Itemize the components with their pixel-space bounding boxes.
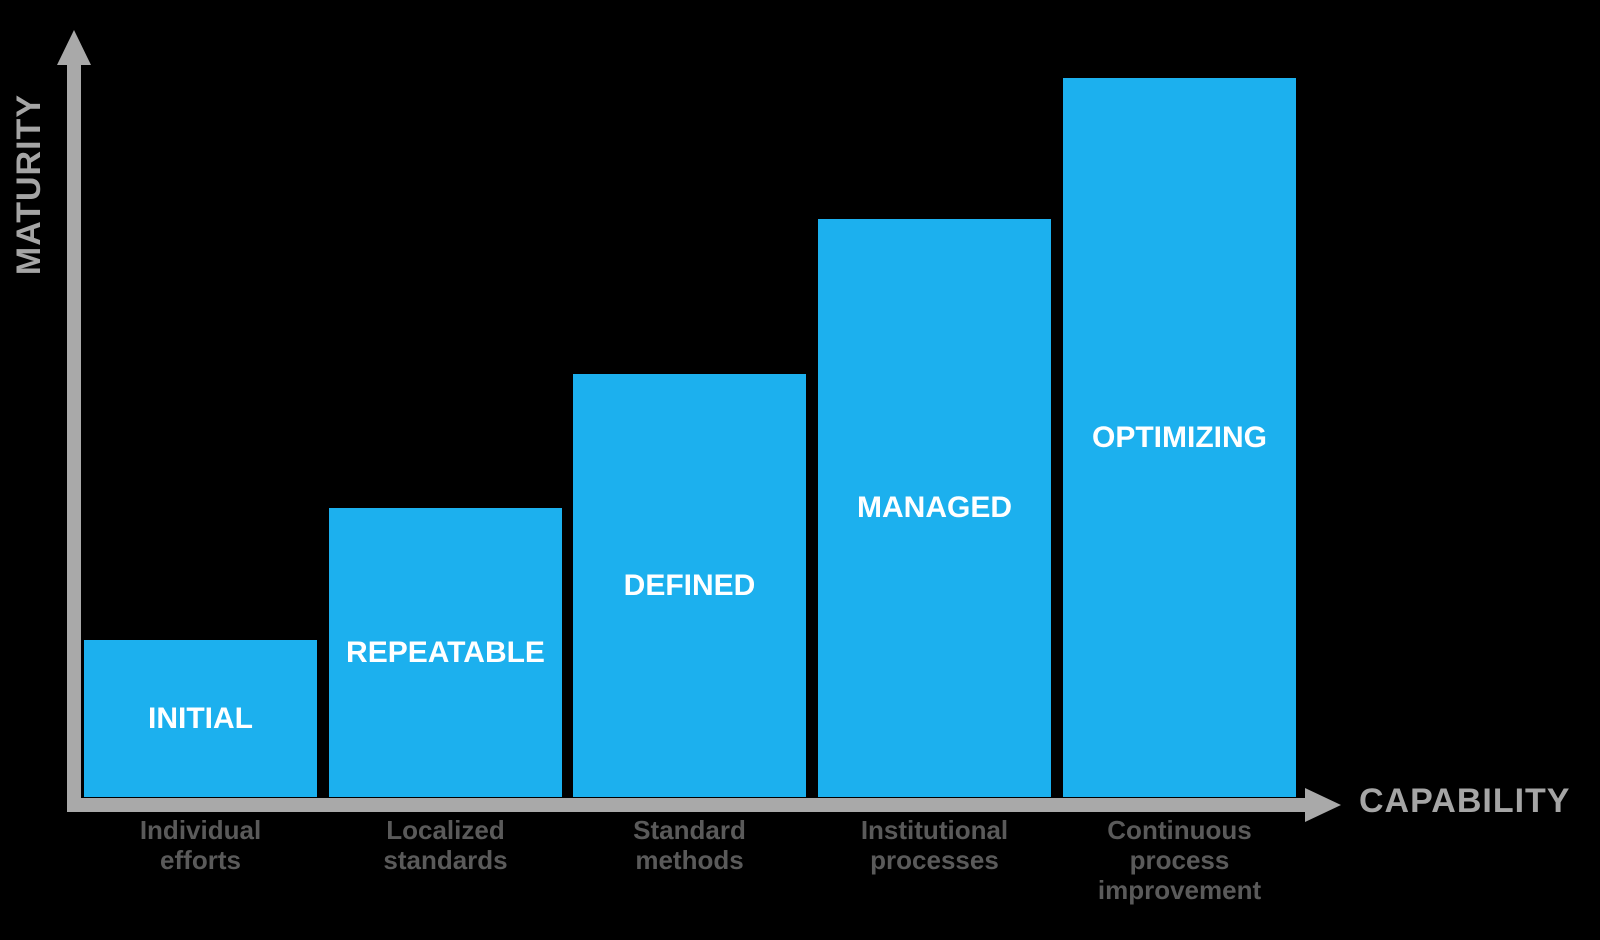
bar-label-optimizing: OPTIMIZING — [1092, 420, 1267, 454]
caption-continuous-process-improvement: Continuous process improvement — [1097, 815, 1262, 905]
x-axis-line — [67, 798, 1307, 812]
y-axis-line — [67, 58, 81, 812]
bar-optimizing: OPTIMIZING — [1063, 78, 1296, 797]
bar-defined: DEFINED — [573, 374, 806, 797]
bar-initial: INITIAL — [84, 640, 317, 797]
bar-label-defined: DEFINED — [623, 568, 756, 602]
x-axis-arrowhead-icon — [1305, 788, 1341, 822]
capability-axis-label: CAPABILITY — [1359, 782, 1571, 820]
bar-label-managed: MANAGED — [857, 491, 1012, 524]
bar-managed: MANAGED — [818, 219, 1051, 797]
caption-localized-standards: Localized standards — [383, 815, 508, 875]
caption-standard-methods: Standard methods — [633, 815, 746, 875]
caption-institutional-processes: Institutional processes — [860, 815, 1009, 875]
bar-repeatable: REPEATABLE — [329, 508, 562, 797]
bar-label-initial: INITIAL — [148, 701, 253, 735]
caption-individual-efforts: Individual efforts — [139, 815, 262, 875]
maturity-axis-label: MATURITY — [10, 94, 48, 276]
bar-label-repeatable: REPEATABLE — [346, 635, 545, 669]
